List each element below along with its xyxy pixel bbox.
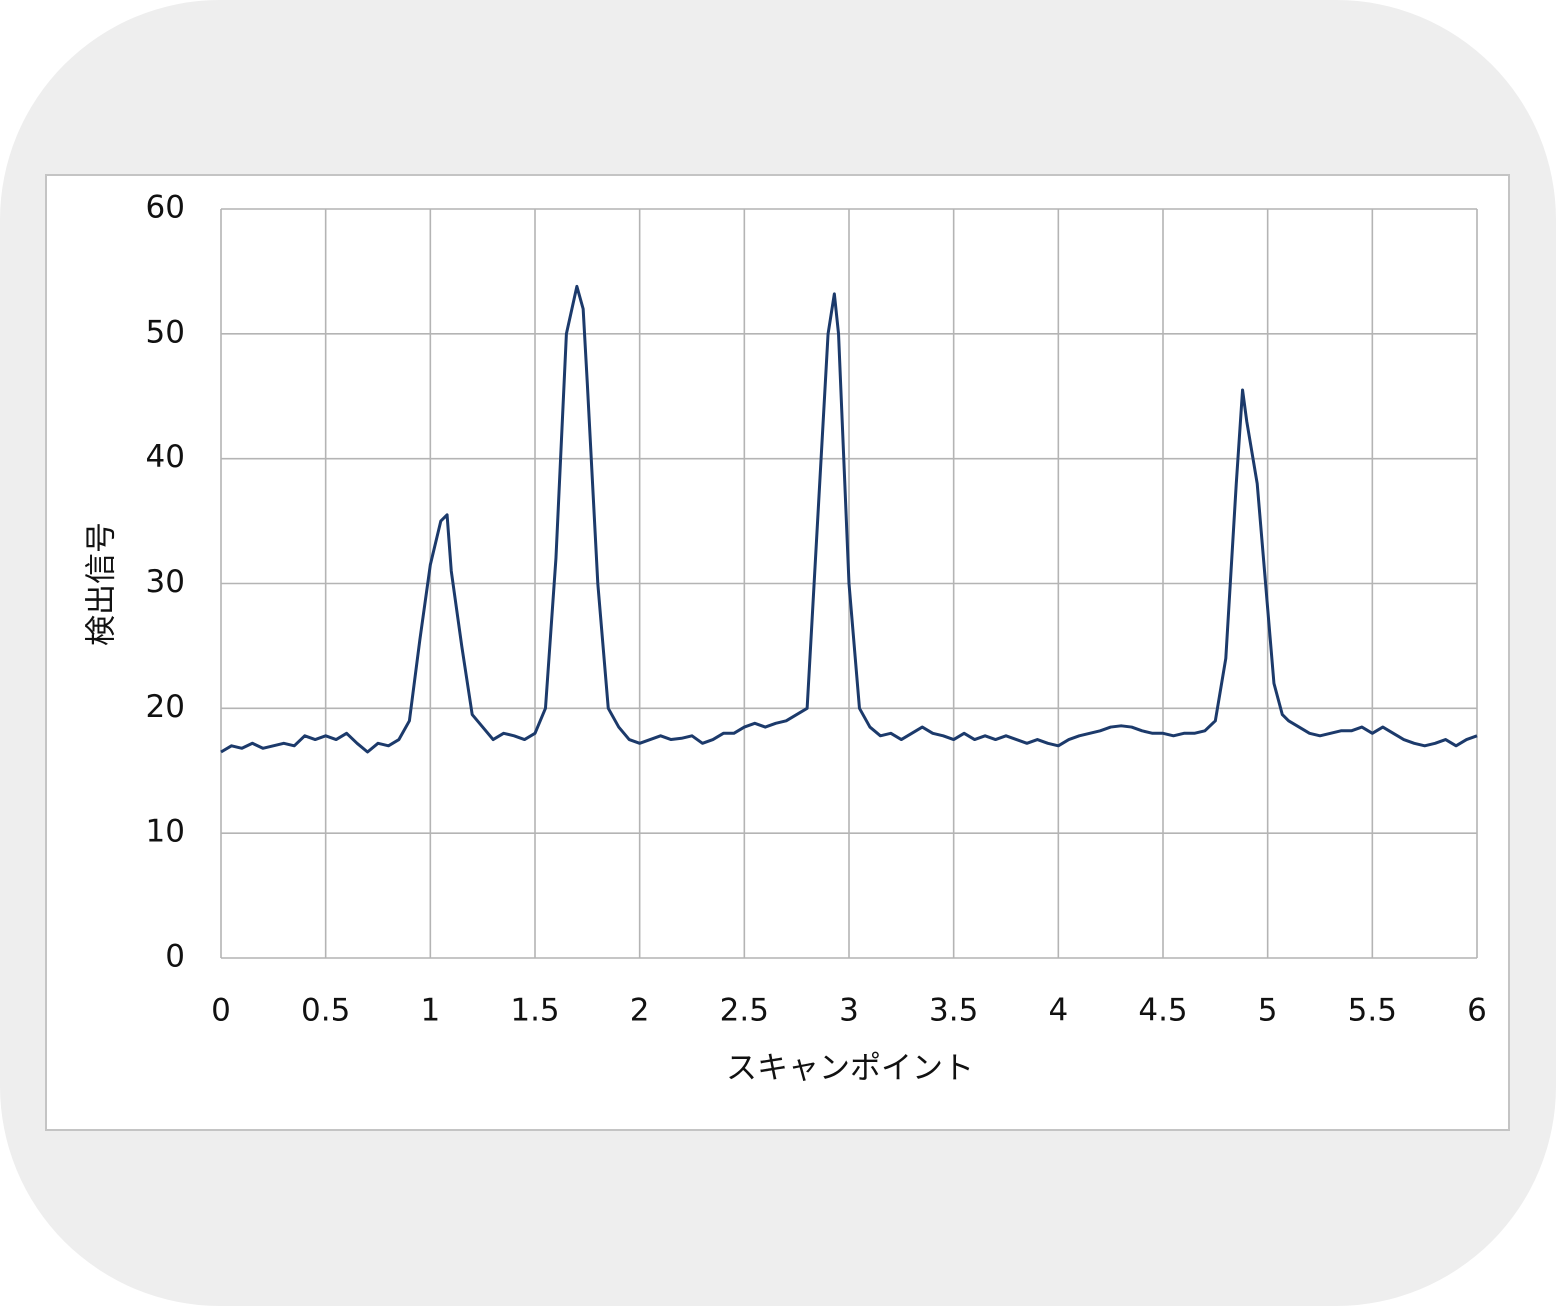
y-tick-label: 40 xyxy=(146,439,185,475)
x-tick-label: 3.5 xyxy=(929,993,978,1029)
x-tick-label: 2.5 xyxy=(720,993,769,1029)
x-tick-label: 1.5 xyxy=(510,993,559,1029)
x-tick-label: 5 xyxy=(1258,993,1278,1029)
x-tick-label: 1 xyxy=(420,993,440,1029)
x-tick-label: 5.5 xyxy=(1348,993,1397,1029)
x-tick-label: 0 xyxy=(211,993,231,1029)
signal-line xyxy=(220,284,1478,754)
y-tick-label: 20 xyxy=(146,689,185,725)
x-tick-label: 2 xyxy=(630,993,650,1029)
y-tick-label: 0 xyxy=(165,939,185,975)
chart-frame xyxy=(45,174,1510,1131)
y-tick-label: 30 xyxy=(146,564,185,600)
y-tick-label: 50 xyxy=(146,314,185,350)
x-tick-label: 4 xyxy=(1048,993,1068,1029)
x-axis-label: スキャンポイント xyxy=(726,1051,974,1087)
x-tick-label: 3 xyxy=(839,993,859,1029)
x-tick-label: 6 xyxy=(1467,993,1487,1029)
y-tick-label: 60 xyxy=(146,190,185,226)
x-tick-label: 4.5 xyxy=(1138,993,1187,1029)
x-tick-label: 0.5 xyxy=(301,993,350,1029)
y-axis-label: 検出信号 xyxy=(84,522,120,646)
y-tick-label: 10 xyxy=(146,814,185,850)
